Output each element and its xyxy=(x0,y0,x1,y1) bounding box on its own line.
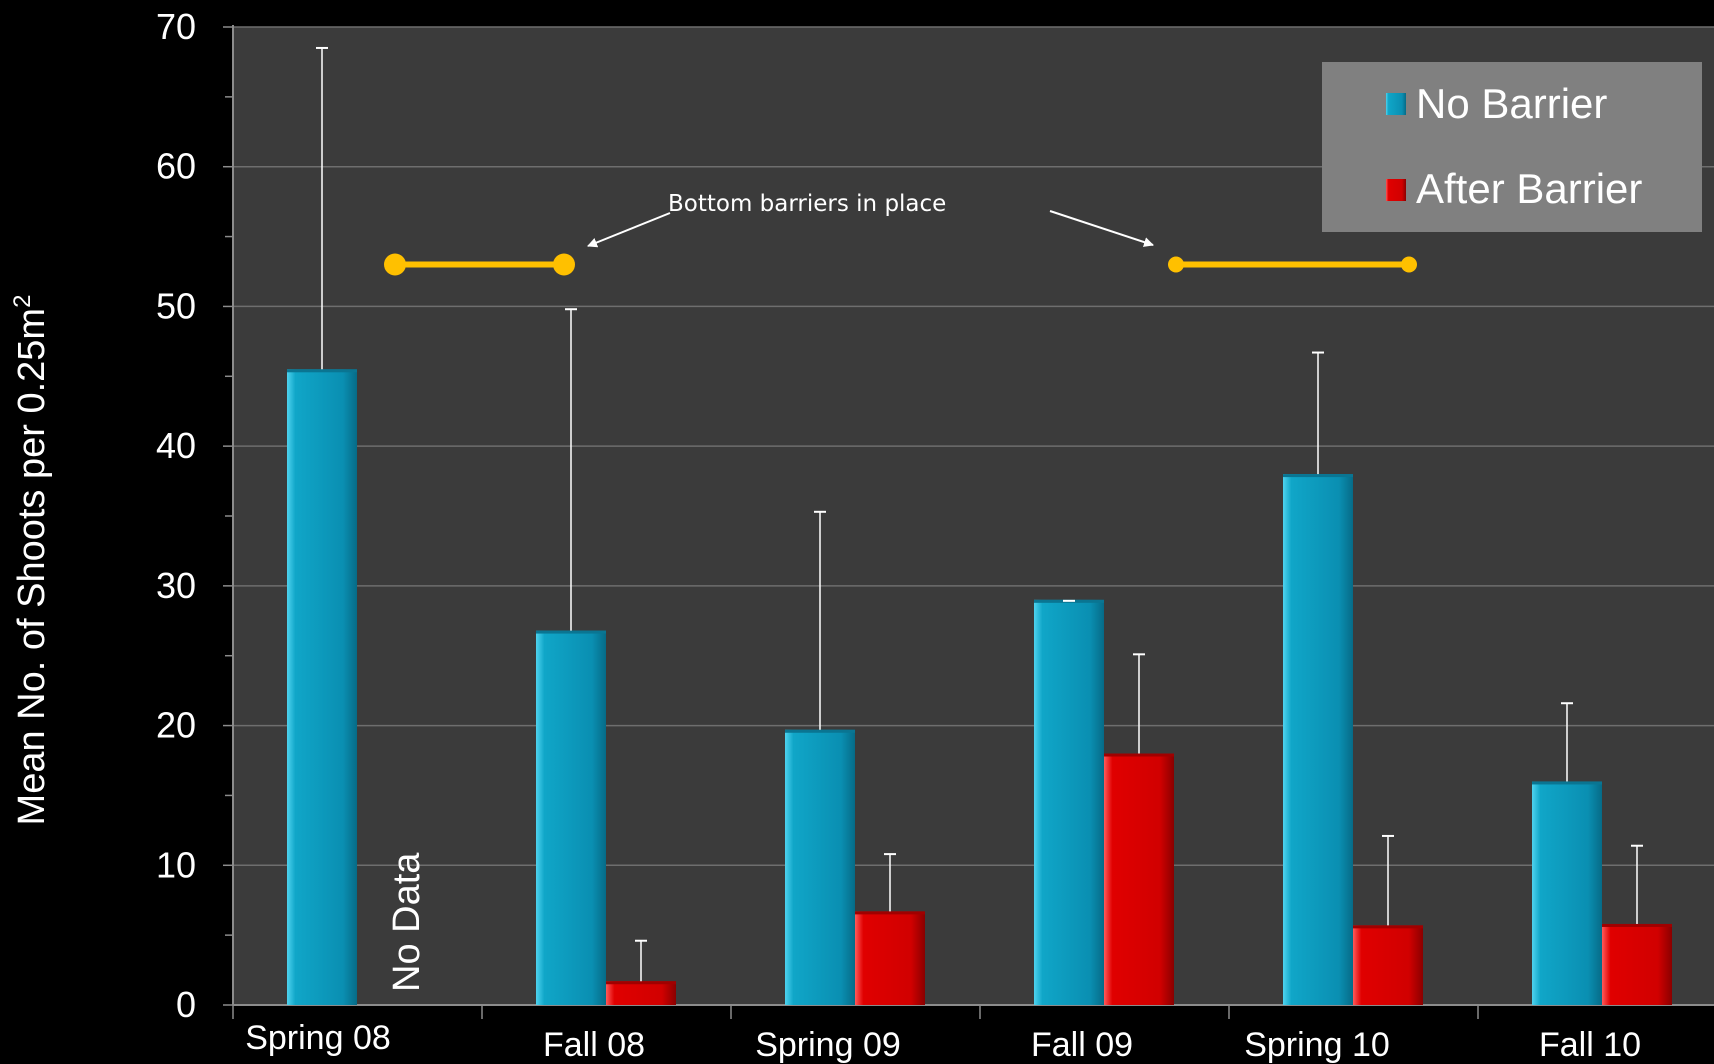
x-category-label: Fall 10 xyxy=(1539,1026,1641,1064)
x-category-label: Spring 09 xyxy=(755,1026,901,1064)
legend: No Barrier After Barrier xyxy=(1322,62,1702,232)
y-tick-label: 10 xyxy=(156,844,196,885)
barrier-period-end xyxy=(553,253,575,276)
legend-swatch-after-barrier xyxy=(1386,179,1406,201)
y-axis-title-main: Mean No. of Shoots per 0.25m xyxy=(11,308,53,826)
bar-after-barrier xyxy=(1602,923,1672,1005)
barrier-annotation: Bottom barriers in place xyxy=(384,191,1417,276)
legend-label-no-barrier: No Barrier xyxy=(1416,80,1607,127)
bar-no-barrier xyxy=(287,369,357,1005)
x-category-label: Spring 08 xyxy=(245,1019,391,1057)
legend-label-after-barrier: After Barrier xyxy=(1416,165,1642,212)
bar-top-bevel xyxy=(1353,925,1423,929)
no-data-label: No Data xyxy=(386,852,428,992)
y-axis-title: Mean No. of Shoots per 0.25m2 xyxy=(9,295,53,826)
bar-top-bevel xyxy=(855,911,925,915)
bar-after-barrier xyxy=(1353,925,1423,1005)
bar-top-bevel xyxy=(287,369,357,373)
y-tick-label: 40 xyxy=(156,425,196,466)
y-axis-title-superscript: 2 xyxy=(9,295,36,308)
barrier-periods xyxy=(384,253,1417,276)
bars xyxy=(287,369,1672,1006)
bar-after-barrier xyxy=(1104,753,1174,1005)
barrier-period-end xyxy=(1401,256,1417,273)
bar-no-barrier xyxy=(1283,474,1353,1006)
bar-top-bevel xyxy=(1283,474,1353,478)
error-bars xyxy=(316,46,1643,982)
axes xyxy=(223,25,1714,1019)
x-category-label: Spring 10 xyxy=(1244,1026,1390,1064)
y-tick-label: 0 xyxy=(176,984,196,1025)
annotation-arrow-left xyxy=(587,212,671,248)
bar-after-barrier xyxy=(606,981,676,1005)
bar-after-barrier xyxy=(855,911,925,1005)
annotation-text: Bottom barriers in place xyxy=(668,191,946,217)
x-category-label: Fall 09 xyxy=(1031,1026,1133,1064)
barrier-period-start xyxy=(1168,256,1184,273)
y-tick-label: 70 xyxy=(156,6,196,47)
bar-top-bevel xyxy=(785,729,855,733)
y-tick-label: 60 xyxy=(156,146,196,187)
y-tick-label: 50 xyxy=(156,285,196,326)
bar-top-bevel xyxy=(536,630,606,634)
annotation-arrow-right xyxy=(1049,210,1154,247)
bar-top-bevel xyxy=(1532,781,1602,785)
bar-no-barrier xyxy=(1034,599,1104,1005)
bar-top-bevel xyxy=(1104,753,1174,757)
y-tick-label: 20 xyxy=(156,705,196,746)
y-tick-label: 30 xyxy=(156,565,196,606)
bar-no-barrier xyxy=(536,630,606,1005)
bar-top-bevel xyxy=(606,981,676,985)
bar-no-barrier xyxy=(1532,781,1602,1005)
x-category-label: Fall 08 xyxy=(543,1026,645,1064)
legend-box xyxy=(1322,62,1702,232)
legend-swatch-no-barrier xyxy=(1386,93,1406,115)
barrier-period-start xyxy=(384,253,406,276)
bar-no-barrier xyxy=(785,729,855,1005)
bar-top-bevel xyxy=(1602,923,1672,927)
axis-labels: 0 10 20 30 40 50 60 70 Spring 08 Fall 08 Spring 09… xyxy=(156,6,1641,1064)
